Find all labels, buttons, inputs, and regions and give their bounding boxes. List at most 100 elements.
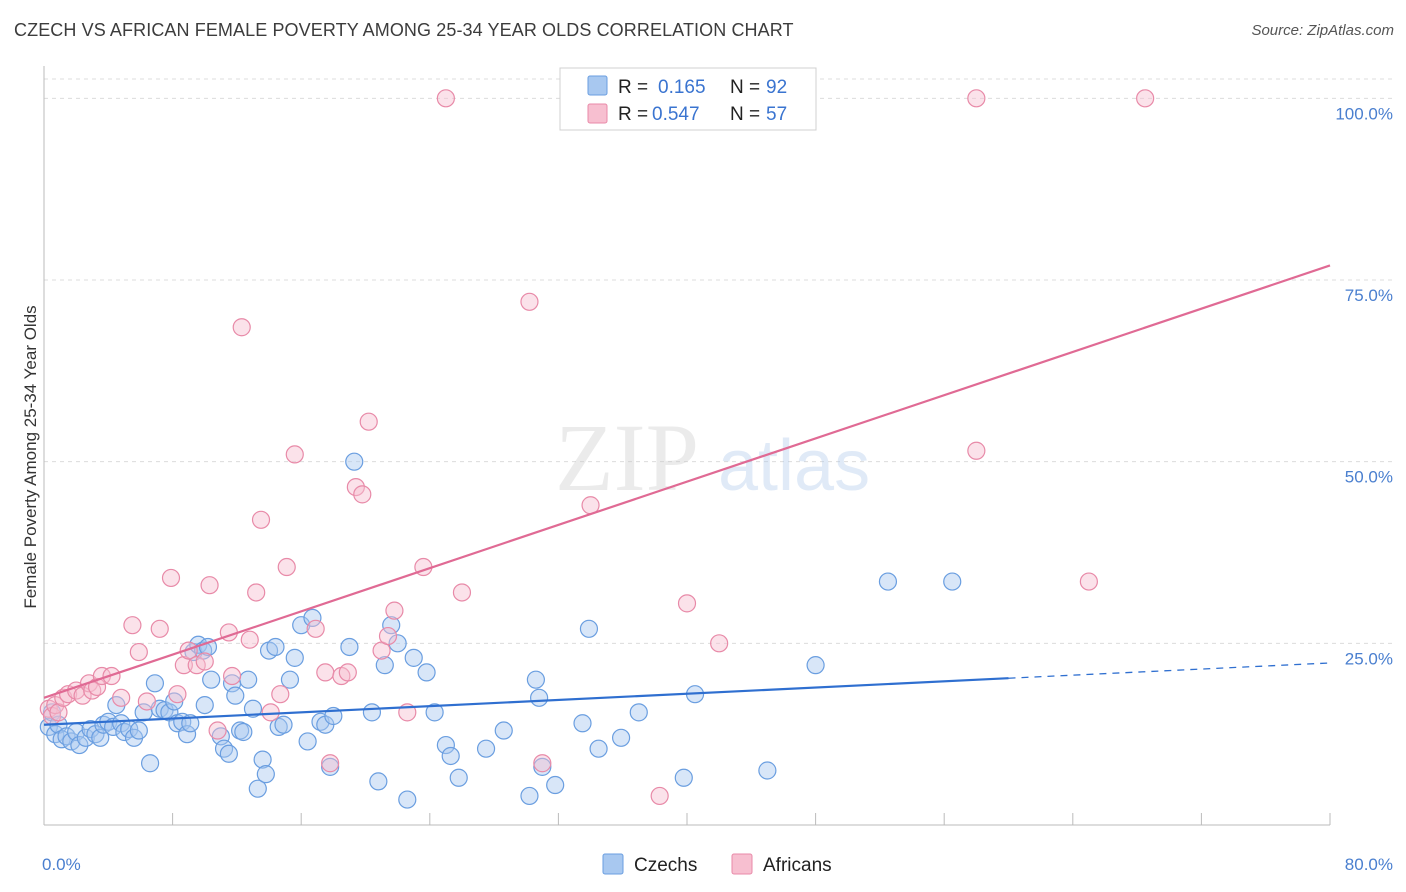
data-point: [202, 670, 221, 689]
data-point: [530, 688, 549, 707]
data-point: [219, 744, 238, 763]
data-point: [195, 695, 214, 715]
data-point: [140, 754, 160, 773]
trend-line-africans: [43, 264, 1331, 699]
data-point: [546, 775, 565, 795]
grid-lines: 25.0% 50.0% 75.0% 100.0%: [44, 78, 1393, 668]
data-point: [382, 616, 401, 635]
data-point: [243, 699, 263, 718]
legend-czechs-n-value: 92: [766, 77, 787, 98]
data-point: [449, 768, 468, 787]
data-point: [129, 642, 148, 662]
y-tick-label: 50.0%: [1345, 468, 1393, 487]
data-point: [677, 594, 697, 613]
data-point: [417, 663, 436, 682]
data-point: [277, 557, 296, 577]
data-point: [87, 677, 107, 697]
data-point: [526, 670, 545, 689]
data-point: [353, 485, 372, 504]
data-point: [362, 703, 382, 722]
data-point: [589, 739, 608, 758]
data-point: [57, 727, 76, 746]
legend-bottom: Czechs Africans: [602, 853, 832, 876]
data-point: [385, 601, 404, 620]
legend-czechs-r-label: R =: [618, 77, 648, 98]
data-point: [338, 663, 357, 682]
data-point: [226, 686, 245, 705]
data-point: [340, 637, 359, 657]
data-point: [758, 761, 777, 780]
data-point: [285, 648, 304, 667]
data-point: [181, 714, 200, 733]
data-point: [256, 765, 275, 784]
x-tick-label-max: 80.0%: [1345, 855, 1393, 874]
data-point: [375, 656, 394, 675]
data-point: [49, 703, 68, 722]
trend-extension-czechs: [1008, 662, 1331, 679]
watermark: ZIP atlas: [555, 404, 870, 511]
x-tick-label-min: 0.0%: [42, 855, 81, 874]
data-point: [200, 576, 219, 595]
data-point: [806, 656, 825, 675]
data-point: [650, 786, 669, 806]
data-point: [76, 728, 95, 747]
data-point: [150, 619, 169, 638]
data-point: [248, 779, 267, 798]
data-point: [441, 746, 460, 766]
legend-africans-r-value: 0.547: [652, 104, 700, 125]
series-czechs: [39, 452, 962, 809]
legend-czechs-r-value: 0.165: [658, 77, 706, 98]
data-point: [494, 721, 513, 740]
data-point: [208, 721, 227, 740]
data-point: [967, 441, 986, 460]
data-point: [674, 768, 693, 787]
data-point: [359, 412, 378, 431]
data-point: [253, 750, 272, 769]
legend-bottom-africans-label: Africans: [763, 855, 832, 876]
data-point: [222, 666, 242, 686]
data-point: [292, 616, 311, 635]
data-point: [436, 735, 455, 755]
source-label: Source: ZipAtlas.com: [1251, 22, 1394, 39]
data-point: [232, 318, 251, 337]
data-point: [280, 670, 300, 689]
y-tick-label: 25.0%: [1345, 649, 1393, 668]
data-point: [967, 89, 986, 108]
data-point: [239, 670, 258, 689]
data-point: [195, 652, 214, 671]
data-point: [579, 619, 599, 638]
trend-line-czechs: [43, 677, 1009, 726]
data-point: [321, 754, 340, 773]
data-point: [179, 641, 198, 660]
data-point: [234, 722, 253, 742]
legend-top: R = 0.165 N = 92 R = 0.547 N = 57: [559, 67, 817, 131]
data-point: [345, 452, 364, 471]
chart-title: CZECH VS AFRICAN FEMALE POVERTY AMONG 25…: [14, 20, 794, 40]
legend-africans-r-label: R =: [618, 104, 648, 125]
data-point: [1079, 572, 1098, 591]
data-point: [177, 725, 197, 744]
legend-bottom-africans-swatch: [731, 853, 753, 875]
data-point: [145, 674, 165, 693]
data-point: [520, 786, 539, 806]
data-point: [123, 616, 142, 635]
data-point: [629, 703, 648, 722]
data-point: [261, 703, 280, 722]
data-point: [115, 722, 134, 742]
trend-lines: [43, 264, 1331, 726]
data-point: [174, 656, 193, 675]
legend-czechs-n-label: N =: [730, 77, 760, 98]
data-point: [573, 714, 592, 733]
data-point: [378, 626, 398, 646]
data-point: [369, 772, 388, 791]
data-point: [240, 630, 259, 649]
data-point: [878, 572, 898, 591]
y-axis-title: Female Poverty Among 25-34 Year Olds: [21, 305, 40, 608]
data-point: [274, 715, 293, 734]
data-point: [316, 663, 335, 682]
watermark-atlas: atlas: [718, 426, 870, 506]
data-point: [1136, 89, 1155, 108]
data-point: [271, 685, 290, 704]
data-point: [476, 739, 496, 758]
